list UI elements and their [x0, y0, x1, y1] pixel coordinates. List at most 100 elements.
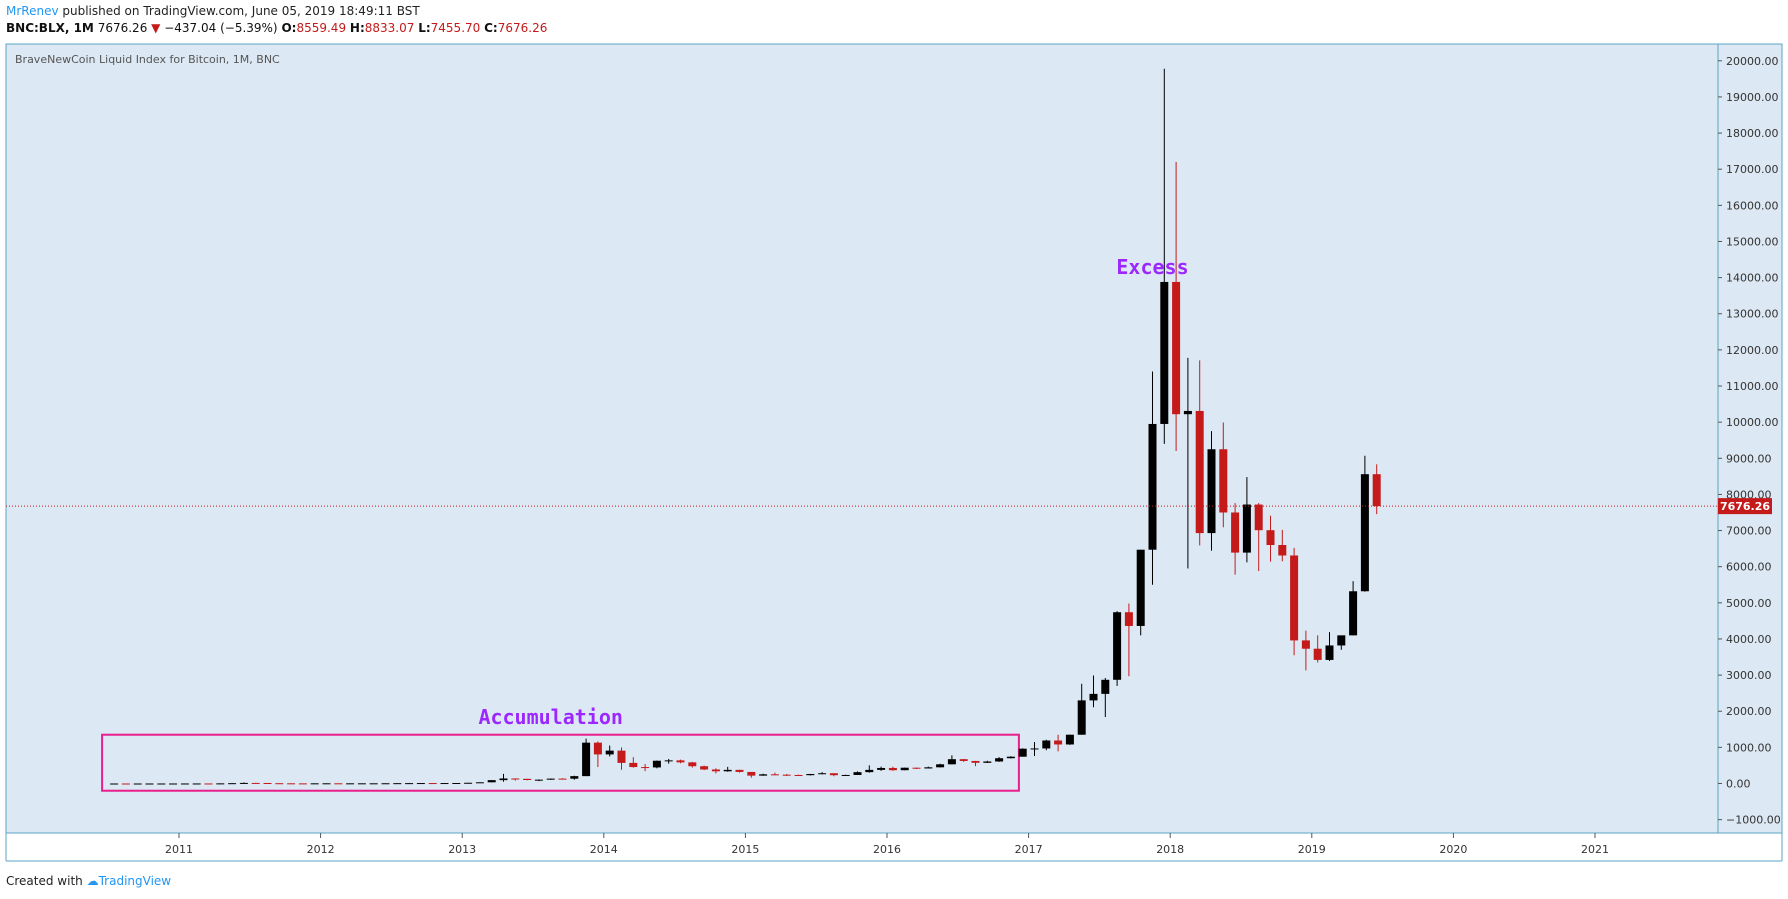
candle-body [239, 782, 248, 784]
candle-body [216, 783, 225, 785]
candle-body [1207, 449, 1216, 534]
candle-body [936, 764, 945, 768]
candle-body [558, 778, 567, 780]
candle-body [888, 767, 897, 771]
candle-body [841, 774, 850, 776]
candle-body [157, 783, 166, 785]
candle-body [1360, 474, 1369, 592]
candle-body [1195, 410, 1204, 534]
x-tick-label: 2019 [1298, 843, 1326, 856]
candle-body [1042, 740, 1051, 749]
candle-body [1349, 591, 1358, 636]
author-link[interactable]: MrRenev [6, 4, 59, 18]
y-tick-label: 18000.00 [1726, 127, 1779, 140]
candle-body [475, 782, 484, 784]
y-tick-label: 9000.00 [1726, 452, 1772, 465]
candle-body [357, 783, 366, 785]
y-tick-label: 0.00 [1726, 778, 1751, 791]
symbol-line: BNC:BLX, 1M 7676.26 ▼ −437.04 (−5.39%) O… [6, 21, 547, 35]
candle-body [133, 783, 142, 785]
tradingview-cloud-icon: ☁ [86, 874, 99, 888]
candle-body [617, 750, 626, 763]
candle-body [1065, 734, 1074, 745]
candle-body [546, 778, 555, 780]
candle-body [652, 760, 661, 768]
candle-body [688, 762, 697, 767]
candle-body [959, 759, 968, 761]
candle-body [1231, 512, 1240, 553]
close-value: 7676.26 [497, 21, 548, 35]
y-tick-label: 6000.00 [1726, 561, 1772, 574]
candle-body [405, 783, 414, 785]
candle-body [593, 742, 602, 755]
low-label: L: [418, 21, 431, 35]
candle-body [1101, 679, 1110, 694]
candle-body [877, 767, 886, 770]
candle-body [676, 760, 685, 763]
candle-body [381, 783, 390, 785]
candle-body [1030, 748, 1039, 750]
candle-body [1278, 545, 1287, 556]
x-tick-label: 2012 [307, 843, 335, 856]
candle-body [1136, 549, 1145, 626]
candle-body [487, 780, 496, 783]
candle-body [829, 773, 838, 776]
candle-body [1160, 281, 1169, 424]
candle-body [735, 769, 744, 772]
candle-body [1290, 555, 1299, 641]
candle-body [582, 742, 591, 777]
last-price-badge [1718, 498, 1772, 515]
candle-body [1313, 648, 1322, 660]
candle-body [263, 783, 272, 785]
chart-plot-area[interactable] [5, 43, 1719, 834]
candle-body [275, 783, 284, 785]
publish-line: MrRenev published on TradingView.com, Ju… [6, 4, 420, 18]
symbol-label: BNC:BLX, 1M [6, 21, 94, 35]
candle-body [794, 774, 803, 776]
tradingview-link[interactable]: TradingView [98, 874, 172, 888]
candle-body [1172, 281, 1181, 415]
candle-body [180, 783, 189, 785]
candle-body [169, 783, 178, 785]
open-label: O: [281, 21, 297, 35]
x-tick-label: 2017 [1015, 843, 1043, 856]
candle-body [204, 783, 213, 785]
close-label: C: [484, 21, 498, 35]
candle-body [641, 767, 650, 769]
x-tick-label: 2021 [1581, 843, 1609, 856]
candle-body [770, 774, 779, 776]
y-tick-label: 4000.00 [1726, 633, 1772, 646]
candle-body [912, 767, 921, 769]
candle-body [747, 771, 756, 776]
candle-body [228, 783, 237, 785]
candle-body [298, 783, 307, 785]
candle-body [570, 776, 579, 779]
low-value: 7455.70 [430, 21, 481, 35]
candle-body [322, 783, 331, 785]
footer: Created with ☁TradingView [6, 874, 171, 888]
y-tick-label: 15000.00 [1726, 235, 1779, 248]
candle-body [711, 769, 720, 772]
y-tick-label: 2000.00 [1726, 705, 1772, 718]
candle-body [853, 772, 862, 775]
candle-body [440, 783, 449, 785]
candle-body [1372, 474, 1381, 507]
candle-body [1242, 504, 1251, 553]
candle-body [1337, 635, 1346, 646]
candle-body [511, 778, 520, 780]
candle-body [192, 783, 201, 785]
candle-body [346, 783, 355, 785]
candle-body [1054, 740, 1063, 745]
candle-body [287, 783, 296, 785]
candle-body [110, 783, 119, 785]
candle-body [416, 783, 425, 785]
candle-body [971, 760, 980, 763]
x-tick-label: 2016 [873, 843, 901, 856]
candle-body [334, 783, 343, 785]
candle-body [605, 750, 614, 755]
x-tick-label: 2011 [165, 843, 193, 856]
published-text: published on TradingView.com, June 05, 2… [58, 4, 420, 18]
candle-body [369, 783, 378, 785]
candle-body [534, 779, 543, 781]
